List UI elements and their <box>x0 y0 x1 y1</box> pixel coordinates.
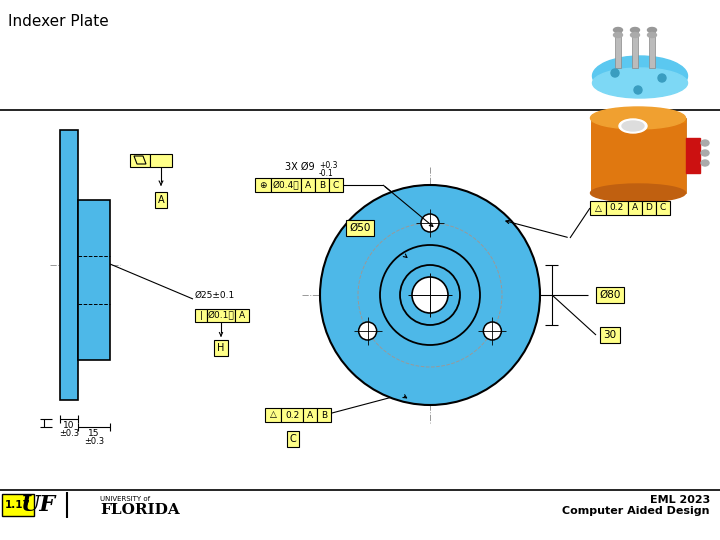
Bar <box>315 178 329 192</box>
Circle shape <box>658 74 666 82</box>
Bar <box>591 118 686 193</box>
Bar <box>235 308 249 321</box>
Text: △: △ <box>595 204 601 213</box>
Polygon shape <box>134 156 146 164</box>
Bar <box>615 30 621 68</box>
Text: A: A <box>305 180 311 190</box>
Ellipse shape <box>622 121 644 131</box>
Circle shape <box>421 214 439 232</box>
Ellipse shape <box>647 28 657 32</box>
Text: 0.2: 0.2 <box>285 410 299 420</box>
Text: ±0.3: ±0.3 <box>59 429 79 437</box>
Bar <box>281 408 303 422</box>
Circle shape <box>611 69 619 77</box>
Text: UF: UF <box>20 494 55 516</box>
Ellipse shape <box>593 56 688 96</box>
Bar <box>329 178 343 192</box>
Ellipse shape <box>647 32 657 37</box>
Bar <box>195 308 207 321</box>
Bar <box>590 201 606 215</box>
Text: A: A <box>239 310 245 320</box>
Text: 1.17: 1.17 <box>5 500 31 510</box>
Text: 15: 15 <box>89 429 100 437</box>
Bar <box>656 201 670 215</box>
Bar <box>2 494 34 516</box>
Bar <box>303 408 317 422</box>
Bar <box>301 178 315 192</box>
Text: ±0.3: ±0.3 <box>84 436 104 446</box>
Text: 3X Ø9: 3X Ø9 <box>285 162 315 172</box>
Text: A: A <box>307 410 313 420</box>
Text: Ø50: Ø50 <box>349 223 371 233</box>
Bar <box>60 130 78 400</box>
Text: -0.1: -0.1 <box>319 168 334 178</box>
Bar <box>78 200 110 360</box>
Text: 0.2: 0.2 <box>610 204 624 213</box>
Ellipse shape <box>701 160 709 166</box>
Circle shape <box>634 86 642 94</box>
Text: △: △ <box>269 410 276 420</box>
Text: Ø0.4Ⓜ: Ø0.4Ⓜ <box>273 180 300 190</box>
Ellipse shape <box>590 107 685 129</box>
Text: Indexer Plate: Indexer Plate <box>8 14 109 29</box>
Bar <box>632 30 638 68</box>
Text: 30: 30 <box>603 330 616 340</box>
Ellipse shape <box>701 150 709 156</box>
Ellipse shape <box>613 28 623 32</box>
Bar <box>642 201 656 215</box>
Ellipse shape <box>701 140 709 146</box>
Bar <box>130 153 150 166</box>
Bar <box>686 138 700 173</box>
Circle shape <box>412 277 448 313</box>
Ellipse shape <box>631 32 639 37</box>
Ellipse shape <box>631 28 639 32</box>
Text: EML 2023: EML 2023 <box>649 495 710 505</box>
Text: |: | <box>199 310 202 320</box>
Text: C: C <box>333 180 339 190</box>
Text: Computer Aided Design: Computer Aided Design <box>562 506 710 516</box>
Text: Ø80: Ø80 <box>599 290 621 300</box>
Text: C: C <box>289 434 297 444</box>
Text: C: C <box>660 204 666 213</box>
Bar <box>207 308 235 321</box>
Text: A: A <box>158 195 164 205</box>
Circle shape <box>483 322 501 340</box>
Text: +0.3: +0.3 <box>319 160 338 170</box>
Text: Ø25±0.1: Ø25±0.1 <box>195 291 235 300</box>
Bar <box>150 153 172 166</box>
Bar <box>265 408 281 422</box>
Bar <box>649 30 655 68</box>
Ellipse shape <box>613 32 623 37</box>
Circle shape <box>359 322 377 340</box>
Text: B: B <box>319 180 325 190</box>
Ellipse shape <box>590 184 685 202</box>
Bar <box>606 201 628 215</box>
Text: A: A <box>632 204 638 213</box>
Text: D: D <box>646 204 652 213</box>
Text: 10: 10 <box>63 421 75 429</box>
Text: FLORIDA: FLORIDA <box>100 503 180 517</box>
Circle shape <box>320 185 540 405</box>
Bar <box>317 408 331 422</box>
Text: Ø0.1Ⓜ: Ø0.1Ⓜ <box>207 310 235 320</box>
Text: H: H <box>217 343 225 353</box>
Text: 0.1: 0.1 <box>153 155 168 165</box>
Bar <box>628 201 642 215</box>
Bar <box>255 178 271 192</box>
Text: ⊕: ⊕ <box>259 180 266 190</box>
Ellipse shape <box>619 119 647 133</box>
Bar <box>271 178 301 192</box>
Ellipse shape <box>593 68 688 98</box>
Text: B: B <box>321 410 327 420</box>
Bar <box>591 123 686 193</box>
Text: UNIVERSITY of: UNIVERSITY of <box>100 496 150 502</box>
